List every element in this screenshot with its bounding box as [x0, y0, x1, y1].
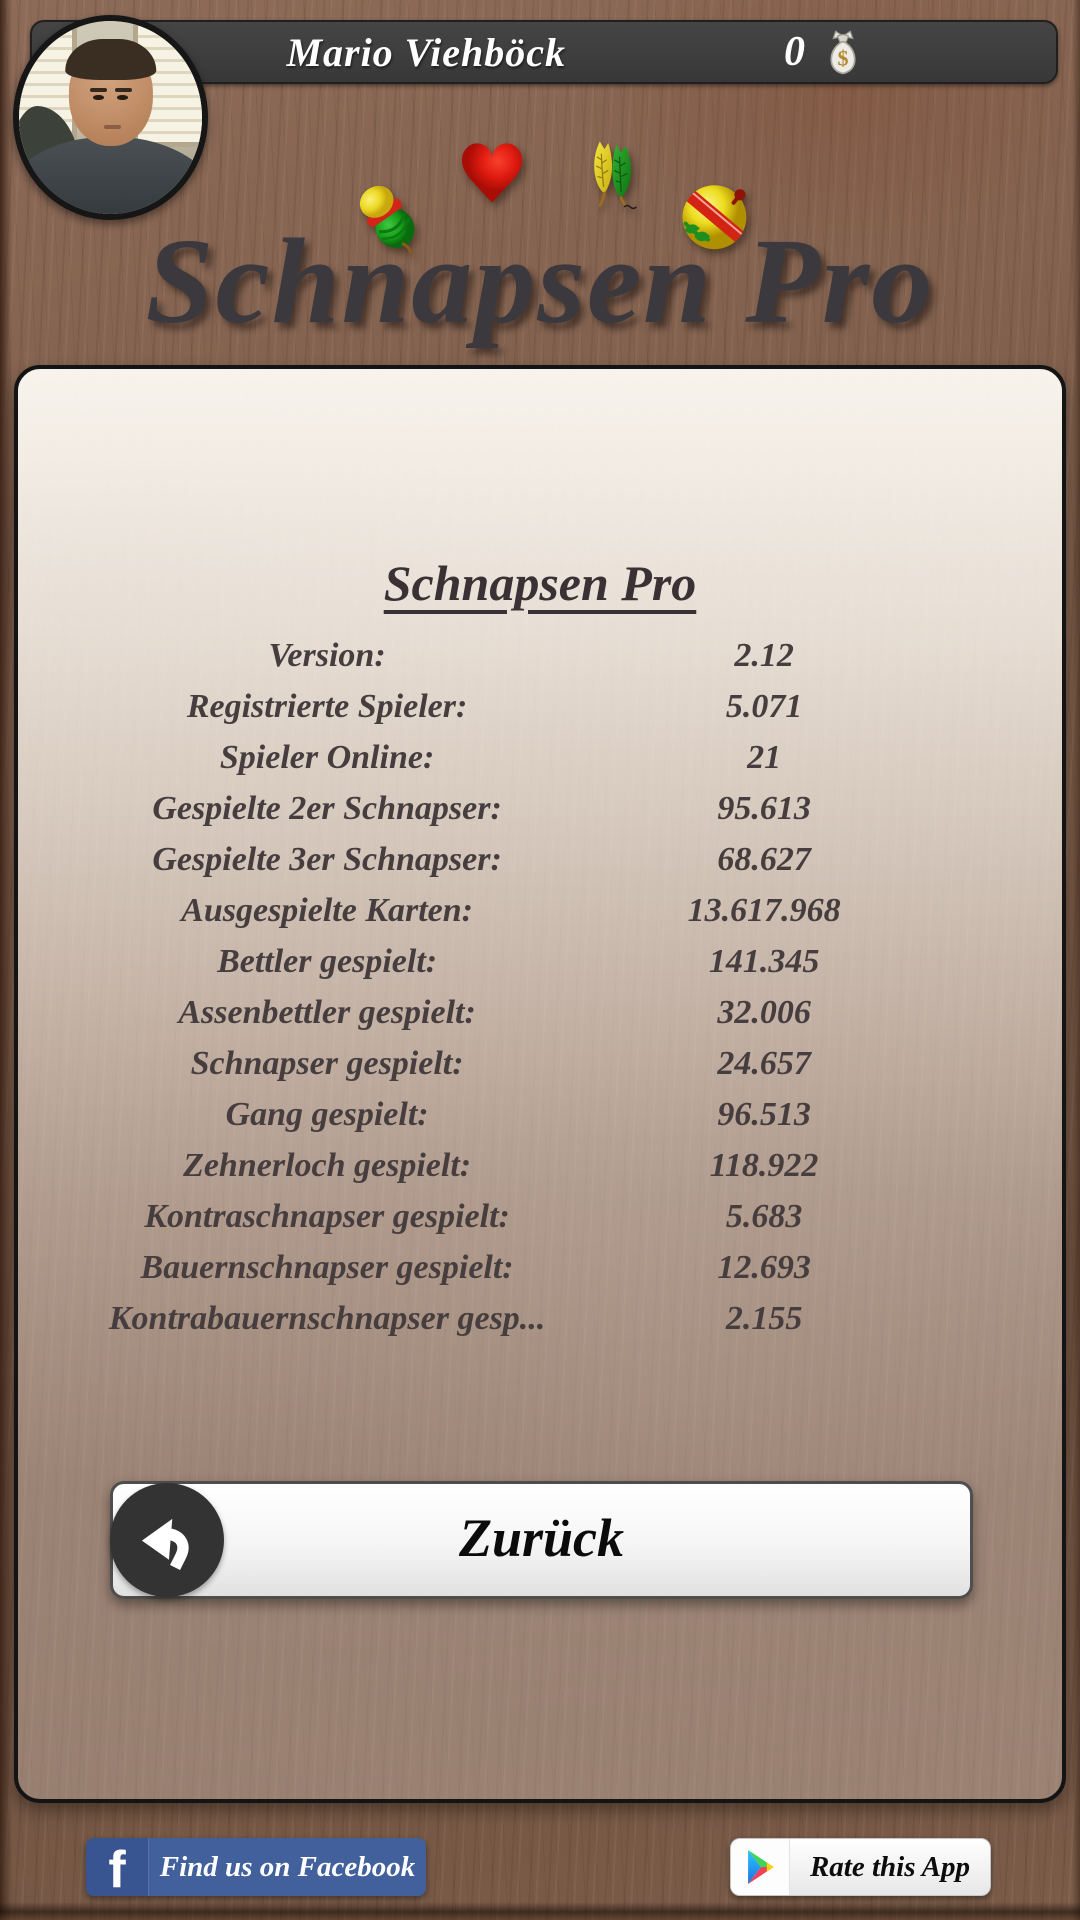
stat-label: Bettler gespielt: [217, 942, 438, 980]
app-title: Schnapsen Pro [145, 214, 935, 349]
avatar-hair [64, 39, 157, 80]
wood-edge-left [0, 0, 12, 1920]
acorn-suit-icon [350, 176, 426, 260]
stat-label: Zehnerloch gespielt: [183, 1146, 472, 1184]
stat-value: 2.12 [734, 636, 794, 674]
coin-count: 0 [784, 29, 805, 75]
google-play-icon [731, 1839, 790, 1895]
rate-button-label: Rate this App [809, 1850, 971, 1883]
facebook-button-label: Find us on Facebook [159, 1850, 416, 1883]
stat-value: 118.922 [709, 1146, 819, 1184]
stat-row: Zehnerloch gespielt: 118.922 [78, 1140, 952, 1191]
stat-row: Version: 2.12 [78, 630, 952, 681]
stat-label: Assenbettler gespielt: [178, 993, 476, 1031]
stat-value: 2.155 [725, 1299, 803, 1337]
stat-row: Registrierte Spieler: 5.071 [78, 681, 952, 732]
avatar-eyebrow [90, 87, 107, 93]
avatar[interactable] [13, 15, 208, 220]
stat-label: Kontraschnapser gespielt: [144, 1197, 510, 1235]
stat-value: 68.627 [717, 840, 811, 878]
stat-row: Ausgespielte Karten: 13.617.968 [78, 885, 952, 936]
stat-value: 13.617.968 [687, 891, 841, 929]
stat-row: Bauernschnapser gespielt: 12.693 [78, 1242, 952, 1293]
money-bag-icon: $ [830, 30, 856, 75]
panel-heading: Schnapsen Pro [383, 555, 697, 611]
stat-value: 12.693 [717, 1248, 811, 1286]
stat-label: Ausgespielte Karten: [181, 891, 473, 929]
coin-balance[interactable]: 0 $ [784, 22, 865, 82]
stat-label: Kontrabauernschnapser gesp... [108, 1299, 546, 1337]
stat-row: Schnapser gespielt: 24.657 [78, 1038, 952, 1089]
back-button[interactable]: Zurück [110, 1481, 973, 1599]
stat-value: 24.657 [717, 1044, 811, 1082]
stat-label: Gang gespielt: [225, 1095, 429, 1133]
avatar-eye [116, 95, 128, 100]
stat-row: Bettler gespielt: 141.345 [78, 936, 952, 987]
stat-value: 21 [747, 738, 782, 776]
stat-label: Version: [268, 636, 386, 674]
stat-value: 96.513 [717, 1095, 811, 1133]
leaf-suit-icon [574, 128, 650, 222]
stat-label: Gespielte 2er Schnapser: [152, 789, 502, 827]
stat-label: Gespielte 3er Schnapser: [152, 840, 502, 878]
svg-text:$: $ [838, 45, 849, 70]
avatar-eyebrow [115, 87, 132, 93]
avatar-shirt [19, 136, 202, 214]
heart-suit-icon [450, 130, 534, 218]
stat-value: 32.006 [717, 993, 811, 1031]
facebook-icon: f [86, 1838, 149, 1896]
wood-plank-gap [0, 1902, 1080, 1920]
stats-list: Version: 2.12 Registrierte Spieler: 5.07… [18, 622, 1062, 1344]
stat-row: Kontraschnapser gespielt: 5.683 [78, 1191, 952, 1242]
stat-row: Gespielte 2er Schnapser: 95.613 [78, 783, 952, 834]
stat-row: Gang gespielt: 96.513 [78, 1089, 952, 1140]
stat-value: 5.683 [725, 1197, 803, 1235]
stat-label: Spieler Online: [219, 738, 435, 776]
stat-label: Bauernschnapser gespielt: [140, 1248, 514, 1286]
facebook-button[interactable]: f Find us on Facebook [86, 1838, 426, 1896]
rate-app-button[interactable]: Rate this App [730, 1838, 991, 1896]
stat-row: Gespielte 3er Schnapser: 68.627 [78, 834, 952, 885]
stat-row: Assenbettler gespielt: 32.006 [78, 987, 952, 1038]
avatar-eye [93, 95, 105, 100]
stat-value: 5.071 [725, 687, 803, 725]
stat-label: Registrierte Spieler: [186, 687, 468, 725]
bell-suit-icon [676, 174, 756, 254]
stat-row: Kontrabauernschnapser gesp... 2.155 [78, 1293, 952, 1344]
stat-value: 141.345 [708, 942, 820, 980]
player-name: Mario Viehböck [286, 29, 567, 75]
avatar-mouth [104, 125, 121, 130]
back-button-label: Zurück [458, 1508, 625, 1568]
stat-row: Spieler Online: 21 [78, 732, 952, 783]
stat-label: Schnapser gespielt: [190, 1044, 464, 1082]
stat-value: 95.613 [717, 789, 811, 827]
wood-edge-right [1072, 0, 1080, 1920]
back-arrow-icon [110, 1483, 224, 1597]
